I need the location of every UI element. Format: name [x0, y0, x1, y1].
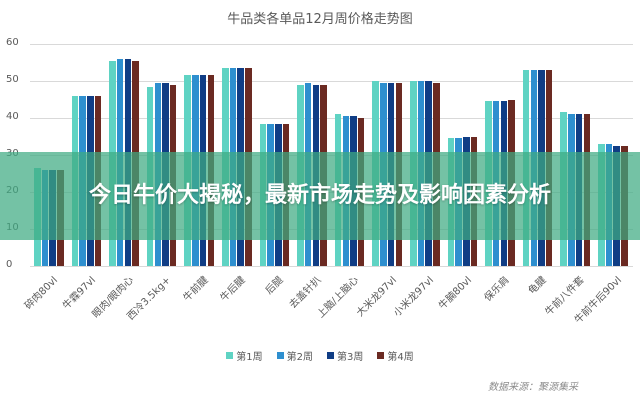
gridline	[30, 81, 633, 82]
legend-item: 第2周	[276, 348, 313, 363]
y-tick-label: 60	[6, 37, 19, 48]
x-tick-label: 牛后腱	[219, 274, 248, 304]
y-tick-label: 0	[6, 259, 13, 270]
legend-swatch-icon	[327, 352, 334, 359]
legend-label: 第3周	[337, 352, 364, 363]
legend-item: 第1周	[226, 348, 263, 363]
y-tick-label: 40	[6, 111, 19, 122]
legend-label: 第2周	[286, 352, 313, 363]
x-tick-label: 龟腱	[526, 274, 549, 297]
x-tick-label: 后腿	[263, 274, 286, 297]
x-tick-label: 牛腩80vl	[436, 274, 475, 312]
data-source-note: 数据来源：聚源集采	[488, 382, 578, 393]
legend-swatch-icon	[226, 352, 234, 359]
x-tick-label: 碎肉80vl	[23, 274, 61, 312]
legend-swatch-icon	[377, 352, 385, 359]
chart-title: 牛品类各单品12月周价格走势图	[227, 12, 413, 27]
legend-item: 第3周	[327, 348, 363, 363]
gridline	[30, 118, 633, 119]
y-tick-label: 50	[6, 74, 19, 85]
headline-banner[interactable]: 今日牛价大揭秘，最新市场走势及影响因素分析	[0, 152, 640, 240]
legend-label: 第1周	[236, 352, 263, 363]
legend-swatch-icon	[276, 352, 284, 359]
x-tick-label: 牛前腱	[181, 274, 211, 304]
legend-item: 第4周	[377, 348, 414, 363]
headline-text[interactable]: 今日牛价大揭秘，最新市场走势及影响因素分析	[88, 183, 551, 208]
x-tick-label: 保乐肩	[482, 274, 512, 304]
legend-label: 第4周	[387, 352, 414, 363]
x-tick-label: 小米龙97vl	[392, 274, 437, 319]
chart-legend: 第1周 第2周 第3周 第4周	[0, 348, 640, 363]
gridline	[30, 44, 633, 45]
gridline	[30, 266, 633, 267]
